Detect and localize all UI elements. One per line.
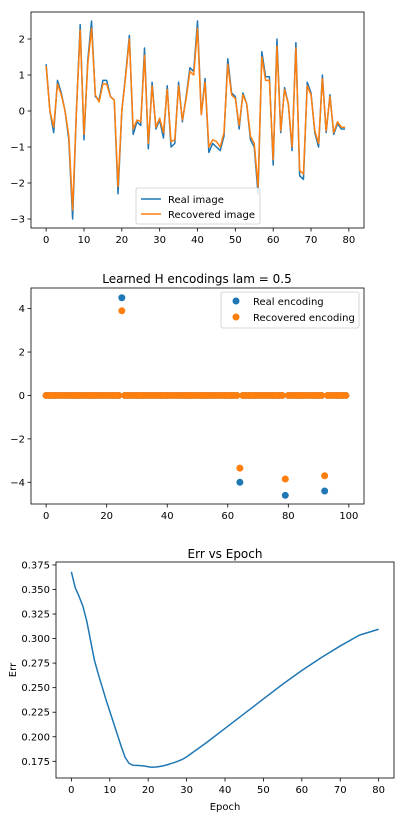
x-tick-label: 40 (219, 785, 232, 796)
x-tick-label: 80 (342, 235, 355, 246)
y-tick-label: 0.325 (21, 610, 50, 621)
x-tick-label: 40 (161, 511, 174, 522)
y-tick-label: 0.175 (21, 757, 50, 768)
point-real-encoding (321, 487, 329, 495)
x-tick-label: 20 (142, 785, 155, 796)
x-tick-label: 10 (103, 785, 116, 796)
point-recovered-encoding (278, 391, 286, 399)
legend-label-recovered-image: Recovered image (168, 210, 255, 221)
y-tick-label: 0.200 (21, 732, 50, 743)
y-tick-label: 0.300 (21, 634, 50, 645)
y-tick-label: 1 (19, 71, 25, 82)
x-tick-label: 60 (267, 235, 280, 246)
x-tick-label: 20 (100, 511, 113, 522)
point-recovered-encoding (321, 472, 329, 480)
y-tick-label: −4 (10, 478, 25, 489)
x-tick-label: 50 (229, 235, 242, 246)
y-tick-label: −3 (10, 215, 25, 226)
y-tick-label: 0 (19, 391, 25, 402)
series-line-err (70, 571, 379, 768)
y-tick-label: 0.350 (21, 585, 50, 596)
legend-label-real-image: Real image (168, 195, 224, 206)
y-tick-label: 4 (19, 304, 25, 315)
series-line-recovered-image (45, 27, 346, 211)
x-tick-label: 60 (295, 785, 308, 796)
y-axis-label: Err (8, 662, 19, 677)
x-tick-label: 60 (221, 511, 234, 522)
x-tick-label: 0 (43, 511, 49, 522)
y-tick-label: 2 (19, 348, 25, 359)
x-axis-label: Epoch (210, 802, 241, 813)
point-recovered-encoding (236, 464, 244, 472)
chart-image-recovery: 0 10 20 30 40 50 60 70 80 −3 −2 −1 0 1 2 Real image Re… (10, 11, 365, 246)
x-tick-label: 80 (282, 511, 295, 522)
x-tick-label: 10 (78, 235, 91, 246)
legend: Real image Recovered image (135, 187, 261, 225)
plot-frame (55, 561, 395, 779)
y-tick-label: 0.275 (21, 659, 50, 670)
x-tick-label: 100 (339, 511, 358, 522)
y-tick-label: −2 (10, 434, 25, 445)
x-tick-label: 30 (180, 785, 193, 796)
legend: Real encoding Recovered encoding (220, 291, 360, 329)
y-tick-label: 0.375 (21, 560, 50, 571)
chart-encodings: Learned H encodings lam = 0.5 0 20 40 60 80 1… (10, 272, 365, 522)
y-tick-label: −1 (10, 143, 25, 154)
chart-title: Learned H encodings lam = 0.5 (102, 272, 292, 286)
y-tick-label: 2 (19, 35, 25, 46)
y-tick-label: −2 (10, 179, 25, 190)
legend-swatch-recovered-encoding (232, 313, 240, 321)
point-recovered-encoding (118, 307, 126, 315)
point-recovered-encoding (342, 391, 350, 399)
plot-frame (30, 287, 365, 505)
x-tick-label: 70 (334, 785, 347, 796)
x-tick-label: 0 (43, 235, 49, 246)
y-tick-label: 0.250 (21, 683, 50, 694)
x-tick-label: 0 (68, 785, 74, 796)
chart-title: Err vs Epoch (188, 547, 263, 561)
x-tick-label: 70 (305, 235, 318, 246)
legend-swatch-real-encoding (232, 297, 240, 305)
chart-err-vs-epoch: Err vs Epoch 0 10 20 30 40 50 60 70 80 0.175 0.200… (8, 547, 395, 813)
x-tick-label: 20 (115, 235, 128, 246)
x-tick-label: 40 (191, 235, 204, 246)
legend-label-recovered-encoding: Recovered encoding (253, 313, 355, 324)
x-tick-label: 50 (257, 785, 270, 796)
y-tick-label: 0 (19, 107, 25, 118)
point-recovered-encoding (318, 391, 326, 399)
point-real-encoding (281, 491, 289, 499)
y-tick-label: 0.225 (21, 708, 50, 719)
x-tick-label: 80 (372, 785, 385, 796)
point-recovered-encoding (281, 475, 289, 483)
point-real-encoding (118, 294, 126, 302)
point-recovered-encoding (233, 391, 241, 399)
point-real-encoding (236, 478, 244, 486)
point-recovered-encoding (115, 391, 123, 399)
legend-label-real-encoding: Real encoding (253, 297, 324, 308)
x-tick-label: 30 (153, 235, 166, 246)
